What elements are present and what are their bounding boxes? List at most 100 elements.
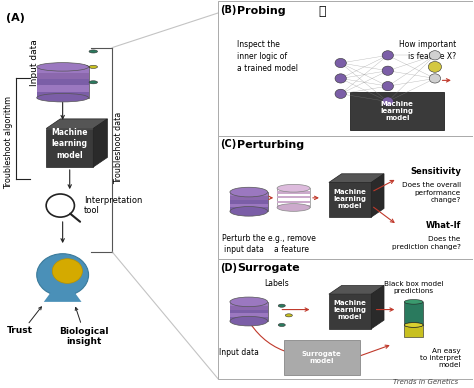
Ellipse shape [89, 50, 98, 53]
Text: Perturbing: Perturbing [237, 140, 304, 150]
Ellipse shape [278, 324, 285, 327]
Polygon shape [329, 294, 371, 329]
Polygon shape [329, 174, 384, 182]
Text: Machine
learning
model: Machine learning model [381, 101, 414, 121]
Polygon shape [230, 204, 268, 208]
Circle shape [382, 97, 393, 106]
Circle shape [429, 51, 440, 60]
Text: (D): (D) [220, 263, 237, 272]
Polygon shape [36, 79, 89, 85]
Text: Interpretation
tool: Interpretation tool [84, 196, 142, 215]
Text: Trust: Trust [7, 326, 33, 335]
Polygon shape [277, 188, 310, 208]
Polygon shape [46, 119, 108, 128]
Circle shape [46, 194, 74, 217]
Text: Troubleshoot data: Troubleshoot data [114, 112, 123, 184]
Text: How important
is feature X?: How important is feature X? [399, 40, 456, 61]
Ellipse shape [277, 184, 310, 192]
Text: (B): (B) [220, 5, 237, 15]
Polygon shape [277, 205, 310, 208]
Ellipse shape [230, 297, 268, 307]
Circle shape [382, 66, 393, 75]
FancyBboxPatch shape [218, 260, 473, 379]
Polygon shape [230, 306, 268, 310]
Polygon shape [277, 196, 310, 198]
Polygon shape [230, 314, 268, 317]
Polygon shape [230, 208, 268, 211]
Circle shape [382, 51, 393, 60]
Polygon shape [329, 286, 384, 294]
Ellipse shape [404, 300, 423, 304]
Polygon shape [371, 174, 384, 217]
Text: Machine
learning
model: Machine learning model [334, 189, 366, 209]
Text: Biological
insight: Biological insight [59, 327, 109, 346]
Ellipse shape [278, 304, 285, 307]
Polygon shape [277, 191, 310, 194]
Text: Does the overall
performance
change?: Does the overall performance change? [401, 182, 461, 203]
Ellipse shape [404, 323, 423, 327]
Text: Black box model
predictions: Black box model predictions [384, 281, 444, 294]
FancyBboxPatch shape [284, 340, 359, 375]
Text: (A): (A) [6, 13, 25, 23]
Text: Sensitivity: Sensitivity [410, 167, 461, 176]
Circle shape [52, 259, 82, 283]
Text: Input data: Input data [219, 348, 259, 357]
Text: Does the
prediction change?: Does the prediction change? [392, 236, 461, 250]
Text: Troubleshoot algorithm: Troubleshoot algorithm [4, 95, 13, 189]
Polygon shape [36, 85, 89, 92]
Ellipse shape [89, 65, 98, 68]
Text: Machine
learning
model: Machine learning model [334, 300, 366, 320]
Ellipse shape [89, 81, 98, 84]
Polygon shape [230, 192, 268, 211]
Polygon shape [36, 73, 89, 79]
Circle shape [335, 59, 346, 68]
Circle shape [335, 74, 346, 83]
Circle shape [335, 89, 346, 99]
Polygon shape [230, 310, 268, 314]
Polygon shape [230, 200, 268, 204]
Polygon shape [277, 201, 310, 203]
Text: Inspect the
inner logic of
a trained model: Inspect the inner logic of a trained mod… [237, 40, 298, 73]
Circle shape [428, 61, 441, 72]
Ellipse shape [285, 314, 292, 317]
Polygon shape [230, 196, 268, 200]
Circle shape [36, 254, 89, 296]
Polygon shape [230, 192, 268, 196]
Text: 🔦: 🔦 [318, 5, 326, 18]
Text: Labels: Labels [264, 279, 290, 288]
Ellipse shape [230, 316, 268, 326]
Text: Surrogate
model: Surrogate model [302, 351, 342, 364]
Circle shape [429, 74, 440, 83]
Text: Trends in Genetics: Trends in Genetics [393, 379, 458, 385]
FancyBboxPatch shape [218, 2, 473, 136]
Text: What-If: What-If [426, 221, 461, 230]
Ellipse shape [404, 323, 423, 327]
Text: Machine
learning
model: Machine learning model [52, 128, 88, 159]
Polygon shape [329, 182, 371, 217]
Text: Perturb the
input data: Perturb the input data [222, 234, 266, 254]
Polygon shape [404, 302, 423, 325]
Text: Surrogate: Surrogate [237, 263, 300, 273]
Ellipse shape [230, 206, 268, 216]
FancyBboxPatch shape [218, 136, 473, 260]
Text: Input data: Input data [30, 40, 39, 87]
Polygon shape [36, 67, 89, 73]
Ellipse shape [36, 94, 89, 102]
Polygon shape [93, 119, 108, 167]
Polygon shape [230, 317, 268, 321]
Ellipse shape [277, 204, 310, 211]
FancyBboxPatch shape [350, 92, 444, 130]
Text: An easy
to interpret
model: An easy to interpret model [419, 348, 461, 368]
Polygon shape [230, 302, 268, 321]
Circle shape [382, 81, 393, 91]
Ellipse shape [230, 187, 268, 197]
Ellipse shape [36, 62, 89, 71]
Text: Probing: Probing [237, 6, 286, 16]
Text: (C): (C) [220, 139, 237, 149]
Polygon shape [404, 325, 423, 336]
Polygon shape [36, 67, 89, 98]
Text: e.g., remove
a feature: e.g., remove a feature [268, 234, 316, 254]
Polygon shape [46, 128, 93, 167]
Polygon shape [44, 292, 82, 302]
Polygon shape [36, 92, 89, 98]
